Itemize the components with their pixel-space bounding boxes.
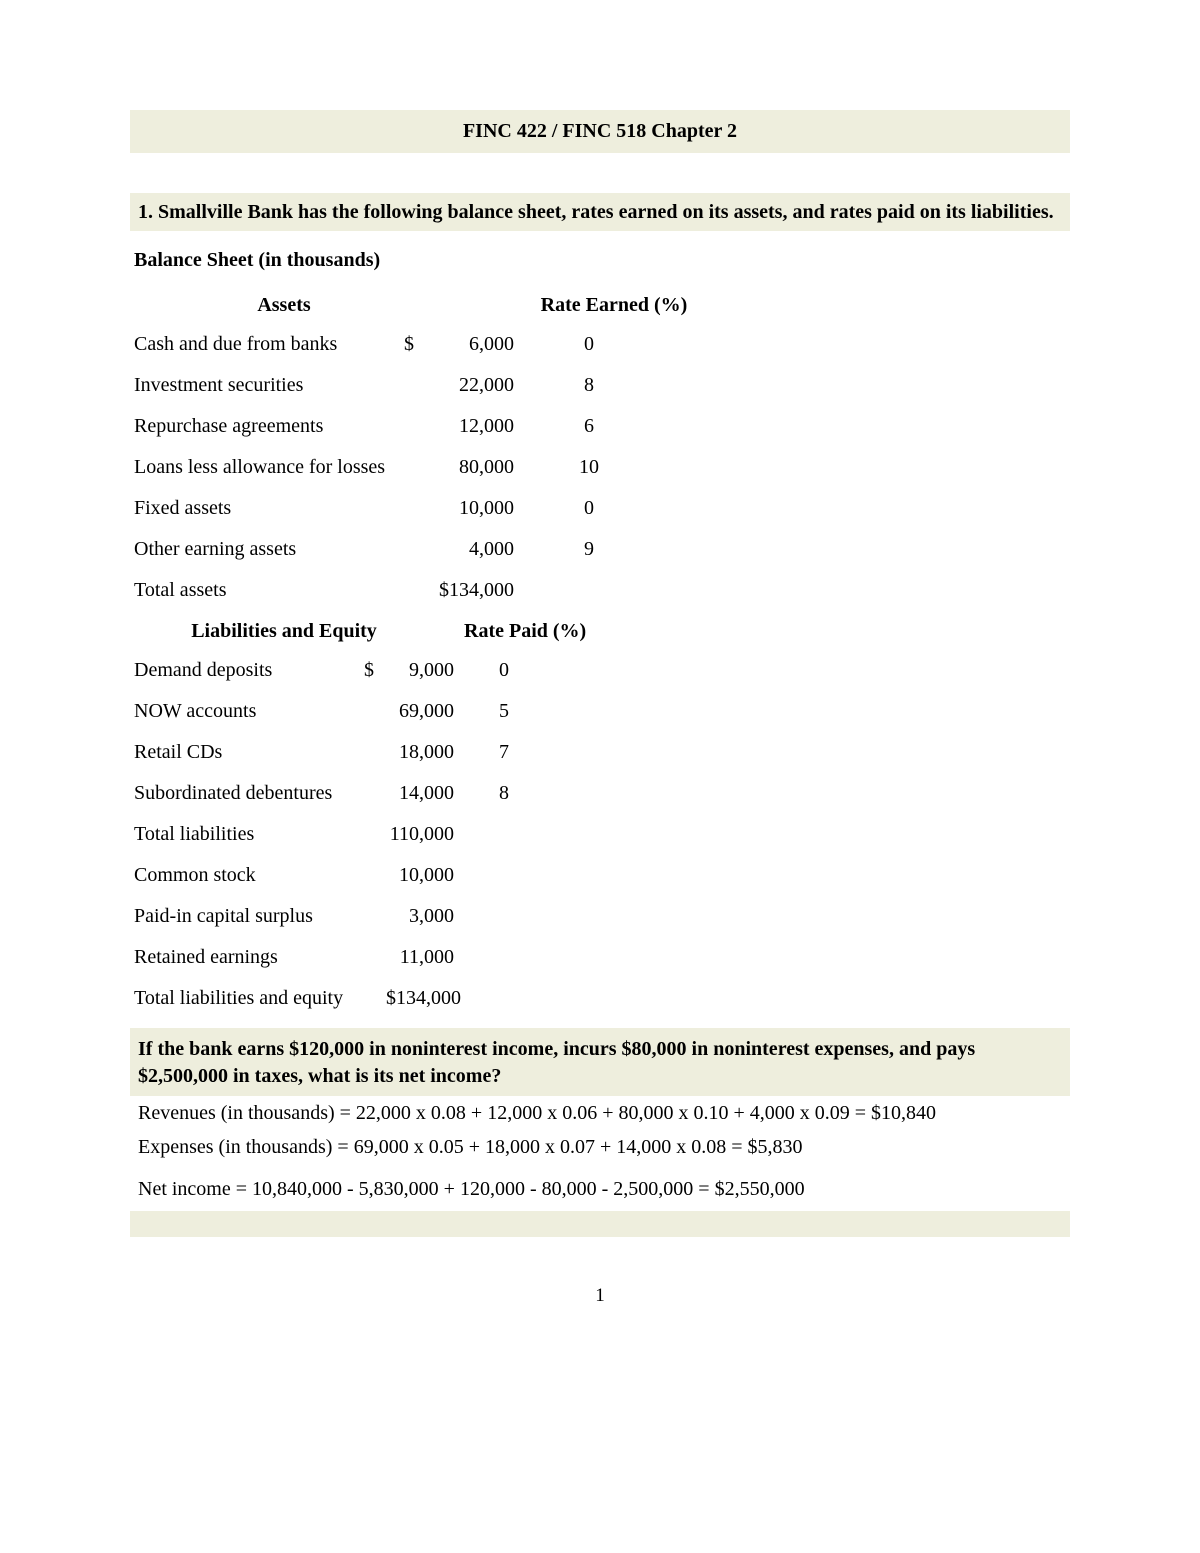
row-rate: 7 (454, 741, 554, 764)
table-row: Total liabilities 110,000 (134, 823, 1070, 846)
course-title: FINC 422 / FINC 518 Chapter 2 (463, 120, 737, 142)
table-row: Demand deposits $ 9,000 0 (134, 659, 1070, 682)
liabilities-header-row: Liabilities and Equity Rate Paid (%) (134, 620, 1070, 643)
table-row: Paid-in capital surplus 3,000 (134, 905, 1070, 928)
balance-sheet-subtitle: Balance Sheet (in thousands) (130, 249, 1070, 272)
total-liabilities-row: Total liabilities and equity $134,000 (134, 987, 1070, 1010)
row-label: NOW accounts (134, 700, 364, 723)
net-income-formula: Net income = 10,840,000 - 5,830,000 + 12… (130, 1164, 1070, 1205)
table-row: Loans less allowance for losses 80,000 1… (134, 456, 1070, 479)
assets-header-row: Assets Rate Earned (%) (134, 294, 1070, 317)
question-text: If the bank earns $120,000 in noninteres… (138, 1038, 975, 1087)
row-rate: 10 (514, 456, 644, 479)
row-amount: 80,000 (430, 456, 514, 479)
row-amount: $134,000 (430, 579, 514, 602)
question-statement: If the bank earns $120,000 in noninteres… (130, 1028, 1070, 1096)
table-row: Common stock 10,000 (134, 864, 1070, 887)
row-rate: 8 (514, 374, 644, 397)
row-rate: 5 (454, 700, 554, 723)
row-amount: 14,000 (386, 782, 454, 805)
revenues-formula: Revenues (in thousands) = 22,000 x 0.08 … (130, 1096, 1070, 1130)
row-label: Demand deposits (134, 659, 364, 682)
row-rate: 0 (514, 497, 644, 520)
problem-statement: 1. Smallville Bank has the following bal… (130, 193, 1070, 231)
table-row: Subordinated debentures 14,000 8 (134, 782, 1070, 805)
table-row: Repurchase agreements 12,000 6 (134, 415, 1070, 438)
row-label: Fixed assets (134, 497, 404, 520)
document-page: FINC 422 / FINC 518 Chapter 2 1. Smallvi… (0, 0, 1200, 1347)
assets-header: Assets (134, 294, 394, 317)
course-header: FINC 422 / FINC 518 Chapter 2 (130, 110, 1070, 153)
row-label: Retained earnings (134, 946, 364, 969)
row-label: Other earning assets (134, 538, 404, 561)
total-assets-row: Total assets $134,000 (134, 579, 1070, 602)
row-amount: 9,000 (386, 659, 454, 682)
row-label: Cash and due from banks (134, 333, 404, 356)
row-label: Total liabilities (134, 823, 364, 846)
currency-symbol: $ (364, 659, 386, 682)
currency-symbol: $ (404, 333, 430, 356)
row-amount: 18,000 (386, 741, 454, 764)
row-amount: 10,000 (386, 864, 454, 887)
row-label: Subordinated debentures (134, 782, 364, 805)
row-label: Paid-in capital surplus (134, 905, 364, 928)
row-label: Common stock (134, 864, 364, 887)
row-rate: 0 (454, 659, 554, 682)
table-row: Investment securities 22,000 8 (134, 374, 1070, 397)
row-label: Investment securities (134, 374, 404, 397)
problem-text: 1. Smallville Bank has the following bal… (138, 201, 1054, 223)
table-row: Retained earnings 11,000 (134, 946, 1070, 969)
row-amount: 12,000 (430, 415, 514, 438)
row-amount: $134,000 (386, 987, 454, 1010)
table-row: Cash and due from banks $ 6,000 0 (134, 333, 1070, 356)
rate-paid-header: Rate Paid (%) (464, 620, 644, 643)
row-amount: 11,000 (386, 946, 454, 969)
rate-earned-header: Rate Earned (%) (524, 294, 704, 317)
row-amount: 110,000 (386, 823, 454, 846)
table-row: NOW accounts 69,000 5 (134, 700, 1070, 723)
row-rate: 9 (514, 538, 644, 561)
row-rate: 6 (514, 415, 644, 438)
row-amount: 22,000 (430, 374, 514, 397)
row-label: Total liabilities and equity (134, 987, 364, 1010)
liabilities-header: Liabilities and Equity (134, 620, 404, 643)
table-row: Retail CDs 18,000 7 (134, 741, 1070, 764)
footer-highlight (130, 1211, 1070, 1237)
liabilities-table: Liabilities and Equity Rate Paid (%) Dem… (130, 620, 1070, 1010)
row-label: Repurchase agreements (134, 415, 404, 438)
table-row: Fixed assets 10,000 0 (134, 497, 1070, 520)
row-label: Retail CDs (134, 741, 364, 764)
expenses-formula: Expenses (in thousands) = 69,000 x 0.05 … (130, 1130, 1070, 1164)
row-label: Total assets (134, 579, 404, 602)
row-amount: 69,000 (386, 700, 454, 723)
row-label: Loans less allowance for losses (134, 456, 404, 479)
row-rate: 0 (514, 333, 644, 356)
assets-table: Assets Rate Earned (%) Cash and due from… (130, 294, 1070, 602)
row-rate: 8 (454, 782, 554, 805)
table-row: Other earning assets 4,000 9 (134, 538, 1070, 561)
page-number: 1 (130, 1285, 1070, 1307)
row-amount: 3,000 (386, 905, 454, 928)
row-amount: 10,000 (430, 497, 514, 520)
row-amount: 6,000 (430, 333, 514, 356)
row-amount: 4,000 (430, 538, 514, 561)
